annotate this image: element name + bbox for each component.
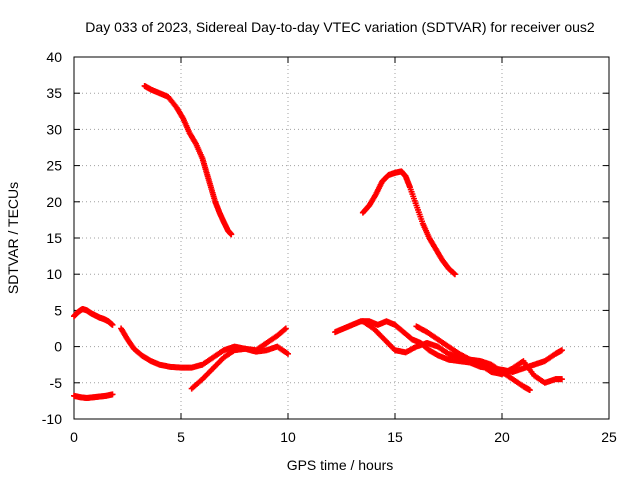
x-tick-label: 5 <box>177 429 185 445</box>
data-point <box>109 321 116 328</box>
data-point <box>451 271 458 278</box>
data-point <box>526 387 533 394</box>
y-tick-label: 20 <box>46 194 62 210</box>
data-point <box>558 347 565 354</box>
y-tick-label: 0 <box>54 339 62 355</box>
x-tick-label: 0 <box>70 429 78 445</box>
y-tick-label: 35 <box>46 85 62 101</box>
y-tick-label: 15 <box>46 230 62 246</box>
series-arc-early-negative <box>71 391 116 402</box>
series-arc-morning-rise <box>188 343 291 392</box>
x-tick-label: 10 <box>280 429 296 445</box>
series-arc-high-1 <box>141 82 235 238</box>
series-arc-early-positive <box>71 305 116 328</box>
data-point-interp <box>281 326 288 333</box>
y-tick-label: 10 <box>46 266 62 282</box>
data-point <box>282 325 289 332</box>
series-arc-afternoon-3 <box>413 323 565 386</box>
y-axis-label: SDTVAR / TECUs <box>5 182 21 294</box>
x-tick-label: 25 <box>601 429 617 445</box>
data-point <box>228 231 235 238</box>
x-tick-label: 15 <box>387 429 403 445</box>
x-axis: 0 5 10 15 20 25 <box>70 57 617 445</box>
y-tick-label: 40 <box>46 49 62 65</box>
x-tick-label: 20 <box>494 429 510 445</box>
y-tick-label: 30 <box>46 121 62 137</box>
y-tick-label: -5 <box>50 375 63 391</box>
y-tick-label: 5 <box>54 302 62 318</box>
data-point <box>285 350 291 357</box>
data-point <box>109 391 116 398</box>
y-axis: -10 -5 0 5 10 15 20 25 30 35 40 <box>42 49 609 427</box>
y-tick-label: -10 <box>42 411 62 427</box>
chart-title: Day 033 of 2023, Sidereal Day-to-day VTE… <box>85 19 595 35</box>
x-axis-label: GPS time / hours <box>287 457 394 473</box>
data-points <box>71 82 565 402</box>
y-tick-label: 25 <box>46 158 62 174</box>
data-point <box>558 376 565 383</box>
series-arc-high-2 <box>359 168 458 278</box>
